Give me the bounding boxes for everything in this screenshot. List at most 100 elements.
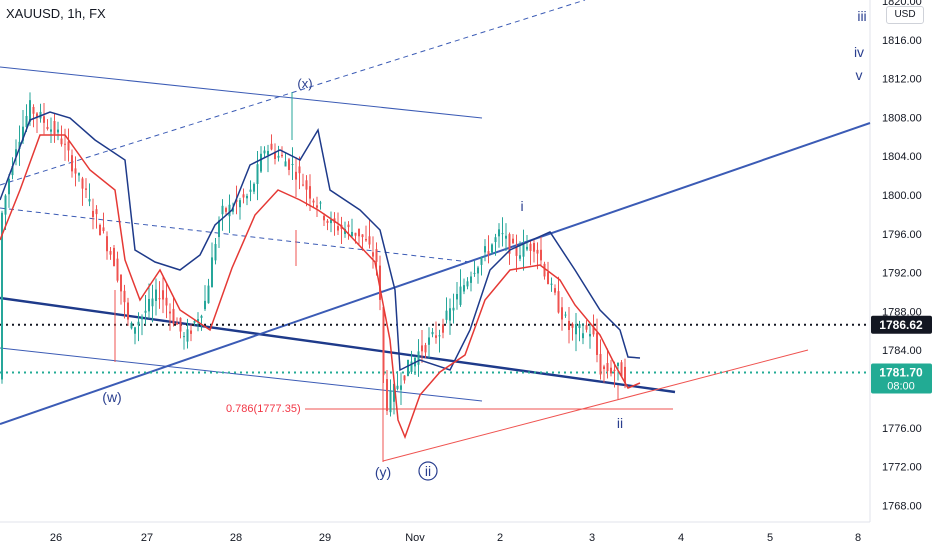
y-tick-label: 1776.00 xyxy=(882,423,922,435)
candle-body xyxy=(519,255,521,259)
wave-label: (w) xyxy=(102,389,121,405)
candle-body xyxy=(169,311,171,314)
candle-body xyxy=(22,126,24,141)
candle-body xyxy=(351,231,353,237)
candle-body xyxy=(71,155,73,172)
x-tick-label: 28 xyxy=(230,532,242,544)
candle-body xyxy=(522,243,525,257)
candle-body xyxy=(141,316,143,320)
candle-body xyxy=(312,200,315,203)
candle-body xyxy=(603,366,605,370)
price-tag[interactable] xyxy=(871,315,932,334)
candle-body xyxy=(232,208,234,212)
candle-body xyxy=(179,317,182,332)
candle-body xyxy=(382,306,385,376)
candle-body xyxy=(337,226,339,231)
candle-body xyxy=(326,220,329,223)
candle-body xyxy=(18,141,21,149)
candle-body xyxy=(81,178,84,189)
candle-body xyxy=(473,272,476,274)
candle-body xyxy=(470,276,472,283)
currency-badge[interactable]: USD xyxy=(886,6,924,24)
candle-body xyxy=(74,168,77,174)
candle-body xyxy=(445,310,448,320)
candle-body xyxy=(67,141,70,151)
candle-body xyxy=(606,363,609,372)
candle-body xyxy=(361,234,364,238)
candle-body xyxy=(50,129,52,132)
candle-body xyxy=(554,288,556,293)
y-tick-label: 1796.00 xyxy=(882,229,922,241)
candle-body xyxy=(543,263,546,277)
candle-body xyxy=(365,238,367,241)
lower-channel-line[interactable] xyxy=(0,347,483,402)
y-tick-label: 1820.00 xyxy=(882,0,922,8)
candle-body xyxy=(88,199,91,202)
wave-label: ii xyxy=(425,463,431,479)
candle-body xyxy=(60,138,63,145)
candle-body xyxy=(624,366,626,384)
candle-body xyxy=(284,161,287,167)
candle-body xyxy=(130,322,133,329)
wave-circle xyxy=(418,461,438,481)
candle-body xyxy=(515,246,518,256)
candle-body xyxy=(428,337,430,345)
x-tick-label: 8 xyxy=(855,532,861,544)
candle-body xyxy=(25,115,28,128)
candle-body xyxy=(564,314,567,316)
red-support-line[interactable] xyxy=(382,349,809,462)
candle-body xyxy=(148,298,150,312)
dashed-mid-line[interactable] xyxy=(0,207,471,263)
candle-body xyxy=(557,291,560,313)
candle-body xyxy=(29,100,31,122)
candle-body xyxy=(386,379,388,411)
candle-body xyxy=(354,232,357,236)
y-tick-label: 1792.00 xyxy=(882,268,922,280)
y-tick-label: 1816.00 xyxy=(882,35,922,47)
candle-body xyxy=(410,361,413,372)
candle-body xyxy=(113,247,115,267)
candle-body xyxy=(596,332,598,355)
candle-body xyxy=(176,322,178,325)
wave-label: i xyxy=(520,198,523,214)
candle-body xyxy=(400,385,402,390)
candle-body xyxy=(323,215,325,221)
rising-trendline[interactable] xyxy=(0,122,871,425)
candle-body xyxy=(505,235,507,239)
blue-moving-average xyxy=(0,111,641,372)
candle-body xyxy=(109,251,112,255)
candle-body xyxy=(512,238,514,244)
candle-body xyxy=(4,195,7,215)
upper-channel-line[interactable] xyxy=(0,66,483,119)
y-tick-label: 1788.00 xyxy=(882,306,922,318)
candle-body xyxy=(106,236,108,252)
candle-body xyxy=(249,189,252,192)
candle-body xyxy=(589,333,591,337)
candle-body xyxy=(151,298,154,307)
wave-label: (y) xyxy=(375,464,391,480)
candle-body xyxy=(431,331,434,335)
x-tick-label: 29 xyxy=(319,532,331,544)
candle-body xyxy=(498,229,500,237)
candle-body xyxy=(85,188,87,190)
y-tick-label: 1808.00 xyxy=(882,112,922,124)
candle-body xyxy=(347,224,350,228)
y-tick-label: 1812.00 xyxy=(882,74,922,86)
candle-body xyxy=(501,233,504,235)
candle-body xyxy=(599,354,602,375)
candle-body xyxy=(165,297,168,306)
candle-body xyxy=(368,236,371,245)
candle-body xyxy=(134,327,136,334)
candle-body xyxy=(494,237,497,243)
candle-body xyxy=(207,285,210,304)
x-tick-label: 26 xyxy=(50,532,62,544)
candle-body xyxy=(102,227,105,231)
candle-body xyxy=(421,345,423,352)
candle-body xyxy=(123,290,126,303)
candle-body xyxy=(508,234,511,254)
wave-label: iii xyxy=(857,8,866,24)
candle-body xyxy=(302,184,304,186)
price-tag[interactable] xyxy=(871,363,932,394)
main-trendline[interactable] xyxy=(0,296,676,394)
